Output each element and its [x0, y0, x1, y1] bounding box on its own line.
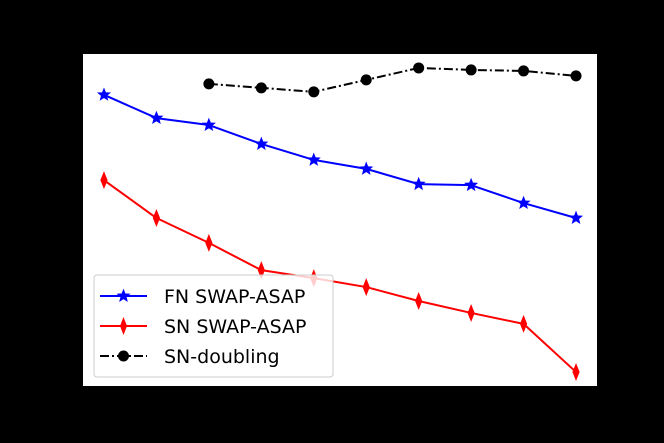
- series-sn-doubling: [203, 62, 582, 98]
- legend-entry-fn-swap-asap: FN SWAP-ASAP: [100, 286, 305, 308]
- star-marker-icon: [306, 152, 321, 166]
- circle-marker-icon: [465, 64, 477, 76]
- series-fn-swap-asap: [96, 87, 584, 224]
- legend-label: SN-doubling: [164, 346, 280, 368]
- legend-entry-sn-swap-asap: SN SWAP-ASAP: [100, 316, 306, 338]
- circle-marker-icon: [255, 82, 267, 94]
- circle-marker-icon: [570, 70, 582, 82]
- star-marker-icon: [359, 161, 374, 175]
- circle-marker-icon: [360, 74, 372, 86]
- legend-box: [93, 274, 334, 378]
- circle-marker-icon: [118, 350, 129, 362]
- series-line: [103, 93, 577, 219]
- diamond-marker-icon: [152, 209, 161, 228]
- circle-marker-icon: [308, 86, 320, 98]
- star-marker-icon: [96, 87, 111, 101]
- star-marker-icon: [201, 117, 216, 132]
- series-sn-swap-asap: [100, 171, 580, 382]
- series-line: [208, 66, 577, 93]
- legend-entry-sn-doubling: SN-doubling: [100, 346, 280, 368]
- circle-marker-icon: [413, 62, 425, 74]
- star-marker-icon: [411, 176, 426, 191]
- diamond-marker-icon: [415, 292, 423, 311]
- star-marker-icon: [464, 177, 479, 192]
- diamond-marker-icon: [205, 233, 213, 252]
- diamond-marker-icon: [362, 278, 370, 297]
- legend-label: FN SWAP-ASAP: [164, 286, 305, 308]
- diamond-marker-icon: [519, 314, 528, 333]
- star-marker-icon: [116, 288, 131, 302]
- star-marker-icon: [569, 210, 584, 224]
- star-marker-icon: [254, 136, 269, 150]
- diamond-marker-icon: [572, 363, 580, 382]
- diamond-marker-icon: [100, 171, 108, 190]
- star-marker-icon: [149, 110, 164, 125]
- diamond-marker-icon: [120, 317, 127, 335]
- circle-marker-icon: [203, 78, 215, 90]
- star-marker-icon: [516, 195, 531, 210]
- series-line: [103, 179, 577, 373]
- diamond-marker-icon: [467, 303, 475, 322]
- legend-label: SN SWAP-ASAP: [164, 316, 306, 338]
- series-layer: [96, 62, 584, 382]
- legend: FN SWAP-ASAP SN SWAP-ASAP SN-doubling: [93, 274, 334, 378]
- circle-marker-icon: [518, 65, 530, 77]
